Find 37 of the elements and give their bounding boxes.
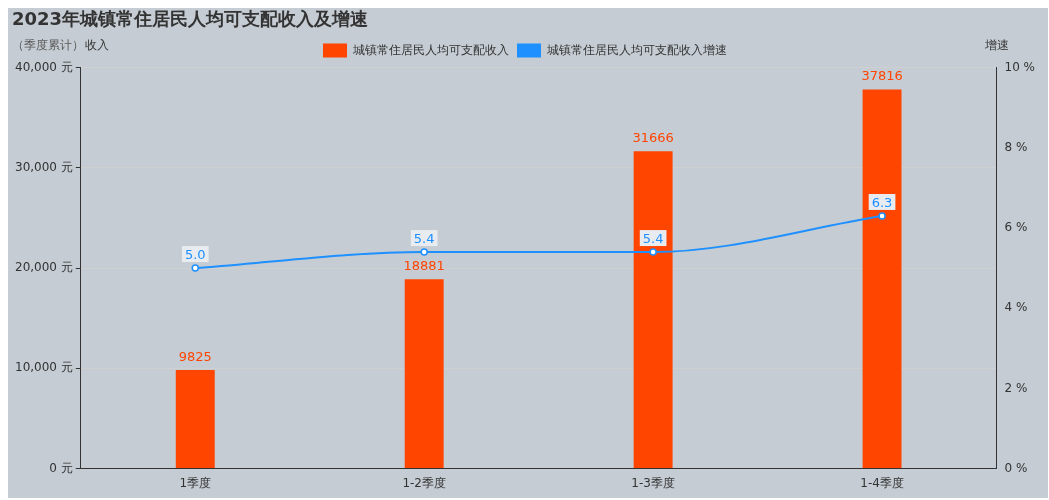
data-label: 5.4 (413, 230, 435, 246)
y2-axis-title: 增速 (983, 37, 1009, 52)
y2-tick-label: 2 % (1004, 380, 1028, 395)
y-tick-label: 40,000 元 (14, 59, 73, 74)
point (420, 248, 428, 256)
bar (404, 279, 444, 469)
y-tick-label: 0 元 (49, 460, 73, 475)
point (191, 264, 200, 272)
chart-title: 2023年城镇常住居民人均可支配收入及增速 (12, 8, 369, 30)
data-label: 31666 (632, 130, 674, 146)
y2-tick-label: 8 % (1004, 139, 1028, 154)
y-axis-title: 收入 (84, 37, 109, 52)
x-tick-label: 1-3季度 (631, 475, 675, 490)
data-label: 5.4 (642, 230, 664, 246)
y2-tick-label: 10 % (1004, 59, 1036, 74)
y2-tick-label: 4 % (1004, 300, 1028, 315)
y-tick-label: 10,000 元 (14, 360, 73, 375)
point (649, 248, 657, 256)
y2-tick-label: 0 % (1004, 460, 1028, 475)
x-tick-label: 1季度 (179, 475, 212, 490)
text: （季度累计） (12, 37, 84, 52)
x-tick-label: 1-2季度 (402, 475, 446, 490)
data-label: 6.3 (871, 194, 893, 210)
x-tick-label: 1-4季度 (860, 475, 904, 490)
legend-label: 城镇常住居民人均可支配收入 (352, 42, 509, 57)
y-tick-label: 30,000 元 (14, 159, 73, 174)
legend-label: 城镇常住居民人均可支配收入增速 (546, 42, 727, 57)
y2-tick-label: 6 % (1004, 220, 1028, 235)
data-label: 5.0 (184, 246, 206, 262)
bar (175, 370, 215, 469)
data-label: 37816 (861, 68, 903, 84)
data-label: 18881 (403, 258, 445, 274)
point (878, 212, 886, 220)
bar (633, 151, 673, 469)
bar (862, 89, 902, 469)
data-label: 9825 (178, 348, 212, 364)
y-tick-label: 20,000 元 (14, 260, 73, 275)
